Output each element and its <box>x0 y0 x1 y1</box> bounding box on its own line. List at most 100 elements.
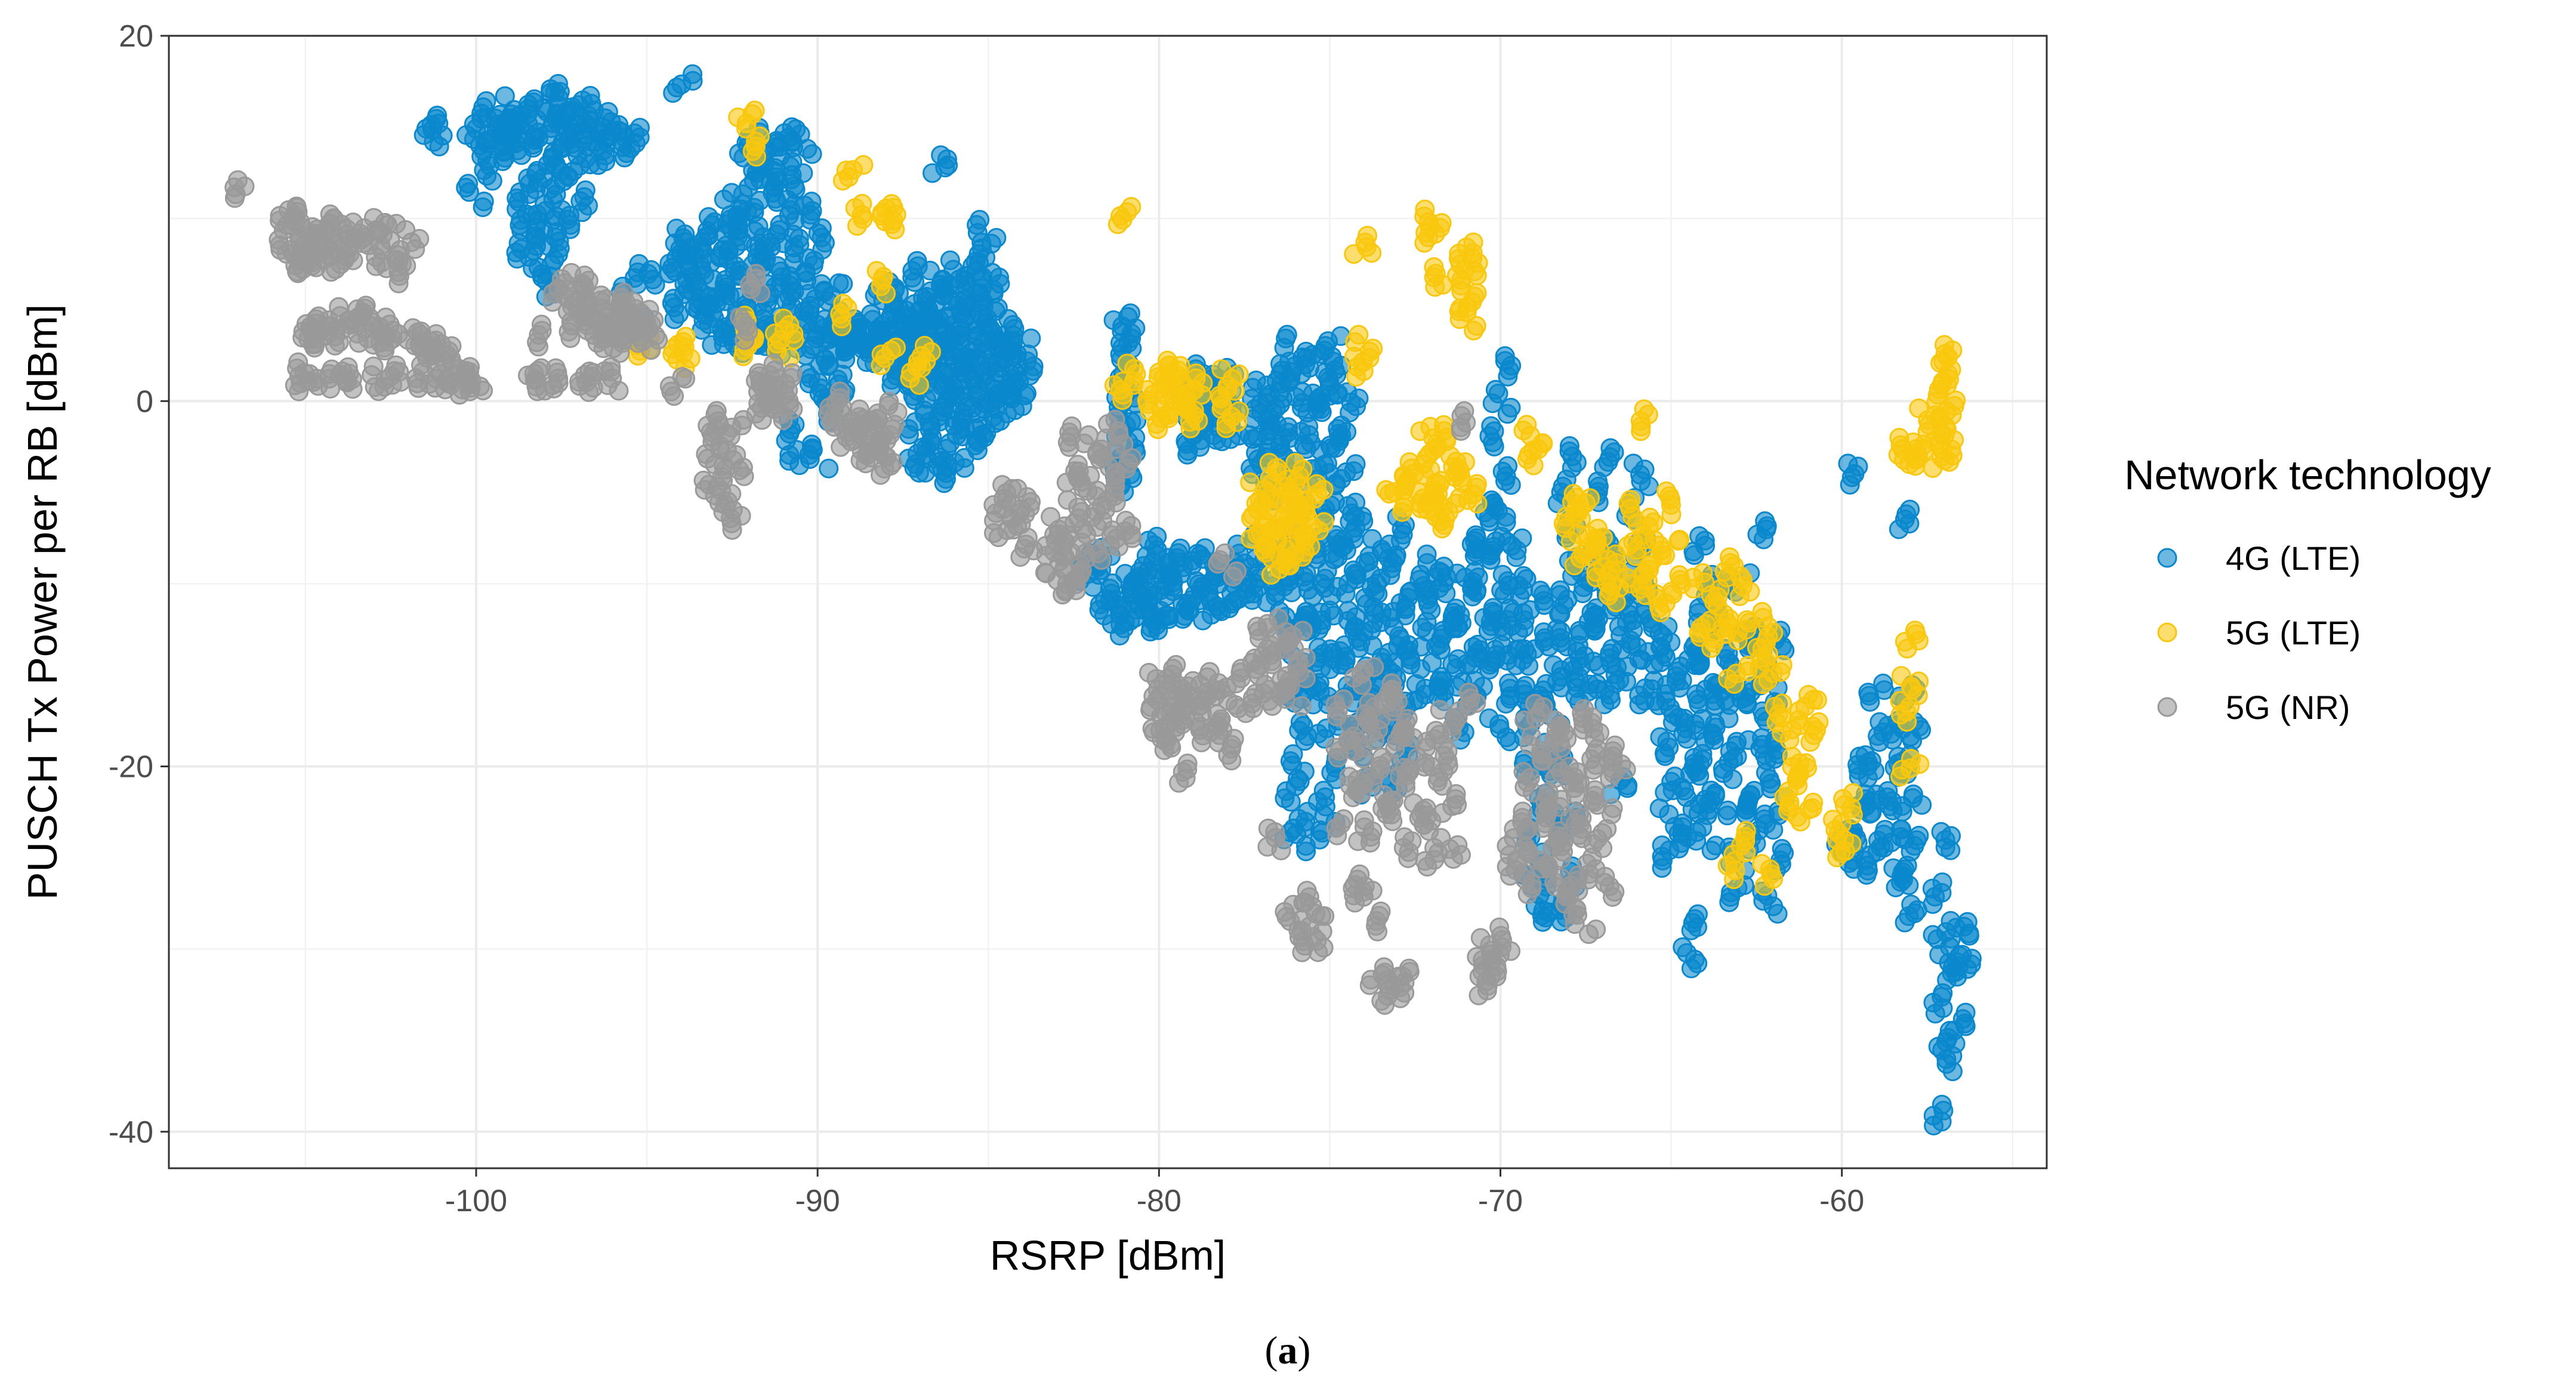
point-4g-lte <box>1717 800 1738 820</box>
x-axis-ticks: -100 -90 -80 -70 -60 <box>445 1168 1864 1218</box>
point-5g-nr <box>1087 480 1107 501</box>
point-4g-lte <box>804 251 825 271</box>
point-5g-nr <box>338 357 358 377</box>
point-4g-lte <box>1362 635 1383 656</box>
point-4g-lte <box>1544 655 1564 675</box>
point-4g-lte <box>1386 545 1406 566</box>
point-5g-lte <box>1909 671 1929 692</box>
point-5g-nr <box>693 470 714 490</box>
point-5g-nr <box>1395 827 1415 847</box>
point-5g-lte <box>1137 380 1158 400</box>
point-5g-lte <box>749 126 770 147</box>
point-5g-nr <box>1279 671 1300 691</box>
point-4g-lte <box>1352 507 1372 527</box>
point-5g-lte <box>1159 371 1179 391</box>
point-4g-lte <box>1772 839 1792 859</box>
point-5g-lte <box>1466 316 1486 336</box>
point-4g-lte <box>801 192 822 212</box>
point-5g-nr <box>1116 511 1136 531</box>
point-5g-nr <box>1069 461 1089 482</box>
point-5g-nr <box>1292 621 1313 641</box>
point-4g-lte <box>630 118 650 138</box>
point-5g-lte <box>1772 655 1793 675</box>
point-4g-lte <box>547 222 567 242</box>
point-4g-lte <box>738 177 758 197</box>
point-4g-lte <box>551 200 572 220</box>
point-4g-lte <box>932 270 952 291</box>
point-4g-lte <box>1317 453 1337 474</box>
point-5g-lte <box>745 100 765 121</box>
point-4g-lte <box>1315 362 1335 382</box>
point-4g-lte <box>971 278 992 298</box>
point-5g-nr <box>531 314 551 335</box>
point-5g-nr <box>1057 490 1078 510</box>
caption-letter: a <box>1278 1329 1298 1372</box>
point-4g-lte <box>1932 872 1952 893</box>
point-5g-nr <box>829 381 850 402</box>
point-5g-lte <box>908 351 928 372</box>
point-5g-lte <box>1229 364 1249 384</box>
legend-key <box>2157 548 2177 568</box>
point-4g-lte <box>812 218 832 238</box>
point-4g-lte <box>1627 637 1647 657</box>
point-4g-lte <box>1873 673 1893 693</box>
point-5g-nr <box>1011 499 1031 519</box>
point-5g-lte <box>1449 243 1469 264</box>
point-4g-lte <box>1106 589 1126 610</box>
point-4g-lte <box>1492 564 1513 585</box>
point-4g-lte <box>783 224 804 245</box>
point-5g-lte <box>1277 470 1297 490</box>
point-5g-lte <box>1217 379 1238 399</box>
point-4g-lte <box>1137 581 1158 601</box>
caption-open-paren: ( <box>1265 1329 1278 1372</box>
point-4g-lte <box>527 211 548 231</box>
point-5g-nr <box>723 500 743 520</box>
point-5g-nr <box>1515 837 1535 857</box>
y-axis-title: PUSCH Tx Power per RB [dBm] <box>19 304 66 900</box>
point-5g-nr <box>1431 828 1451 848</box>
point-5g-nr <box>1354 810 1374 831</box>
point-4g-lte <box>1559 436 1579 456</box>
point-4g-lte <box>1298 416 1319 437</box>
point-4g-lte <box>1156 606 1176 626</box>
point-4g-lte <box>940 433 960 453</box>
point-4g-lte <box>1446 598 1466 619</box>
point-5g-lte <box>1121 197 1142 217</box>
point-5g-nr <box>1041 507 1061 527</box>
point-4g-lte <box>1338 600 1358 621</box>
point-4g-lte <box>697 288 717 308</box>
point-4g-lte <box>1308 389 1328 409</box>
point-5g-nr <box>1489 917 1510 937</box>
point-5g-lte <box>1285 453 1306 473</box>
point-5g-nr <box>1383 790 1403 810</box>
point-5g-nr <box>1295 647 1316 668</box>
point-4g-lte <box>1928 1036 1948 1057</box>
point-5g-lte <box>1211 359 1232 379</box>
point-5g-nr <box>1166 655 1186 675</box>
point-5g-nr <box>1433 734 1454 755</box>
point-4g-lte <box>1239 425 1260 445</box>
point-4g-lte <box>1667 671 1687 692</box>
point-5g-lte <box>1424 257 1444 277</box>
point-5g-lte <box>1890 691 1910 711</box>
point-4g-lte <box>1900 499 1920 520</box>
point-4g-lte <box>1501 397 1521 418</box>
point-4g-lte <box>508 233 529 254</box>
point-5g-nr <box>1490 945 1510 965</box>
point-4g-lte <box>933 362 953 382</box>
point-4g-lte <box>921 416 941 436</box>
point-5g-nr <box>1521 726 1541 746</box>
point-5g-lte <box>1752 854 1772 874</box>
point-4g-lte <box>793 163 813 183</box>
point-4g-lte <box>1395 599 1415 619</box>
point-5g-nr <box>1470 928 1491 948</box>
point-5g-nr <box>1312 921 1332 942</box>
point-5g-nr <box>726 445 746 465</box>
point-5g-nr <box>1177 754 1198 774</box>
point-4g-lte <box>1897 856 1917 876</box>
point-4g-lte <box>1246 443 1266 463</box>
point-4g-lte <box>1001 331 1021 351</box>
point-4g-lte <box>1466 525 1486 545</box>
point-4g-lte <box>770 215 790 235</box>
point-4g-lte <box>1016 383 1036 403</box>
